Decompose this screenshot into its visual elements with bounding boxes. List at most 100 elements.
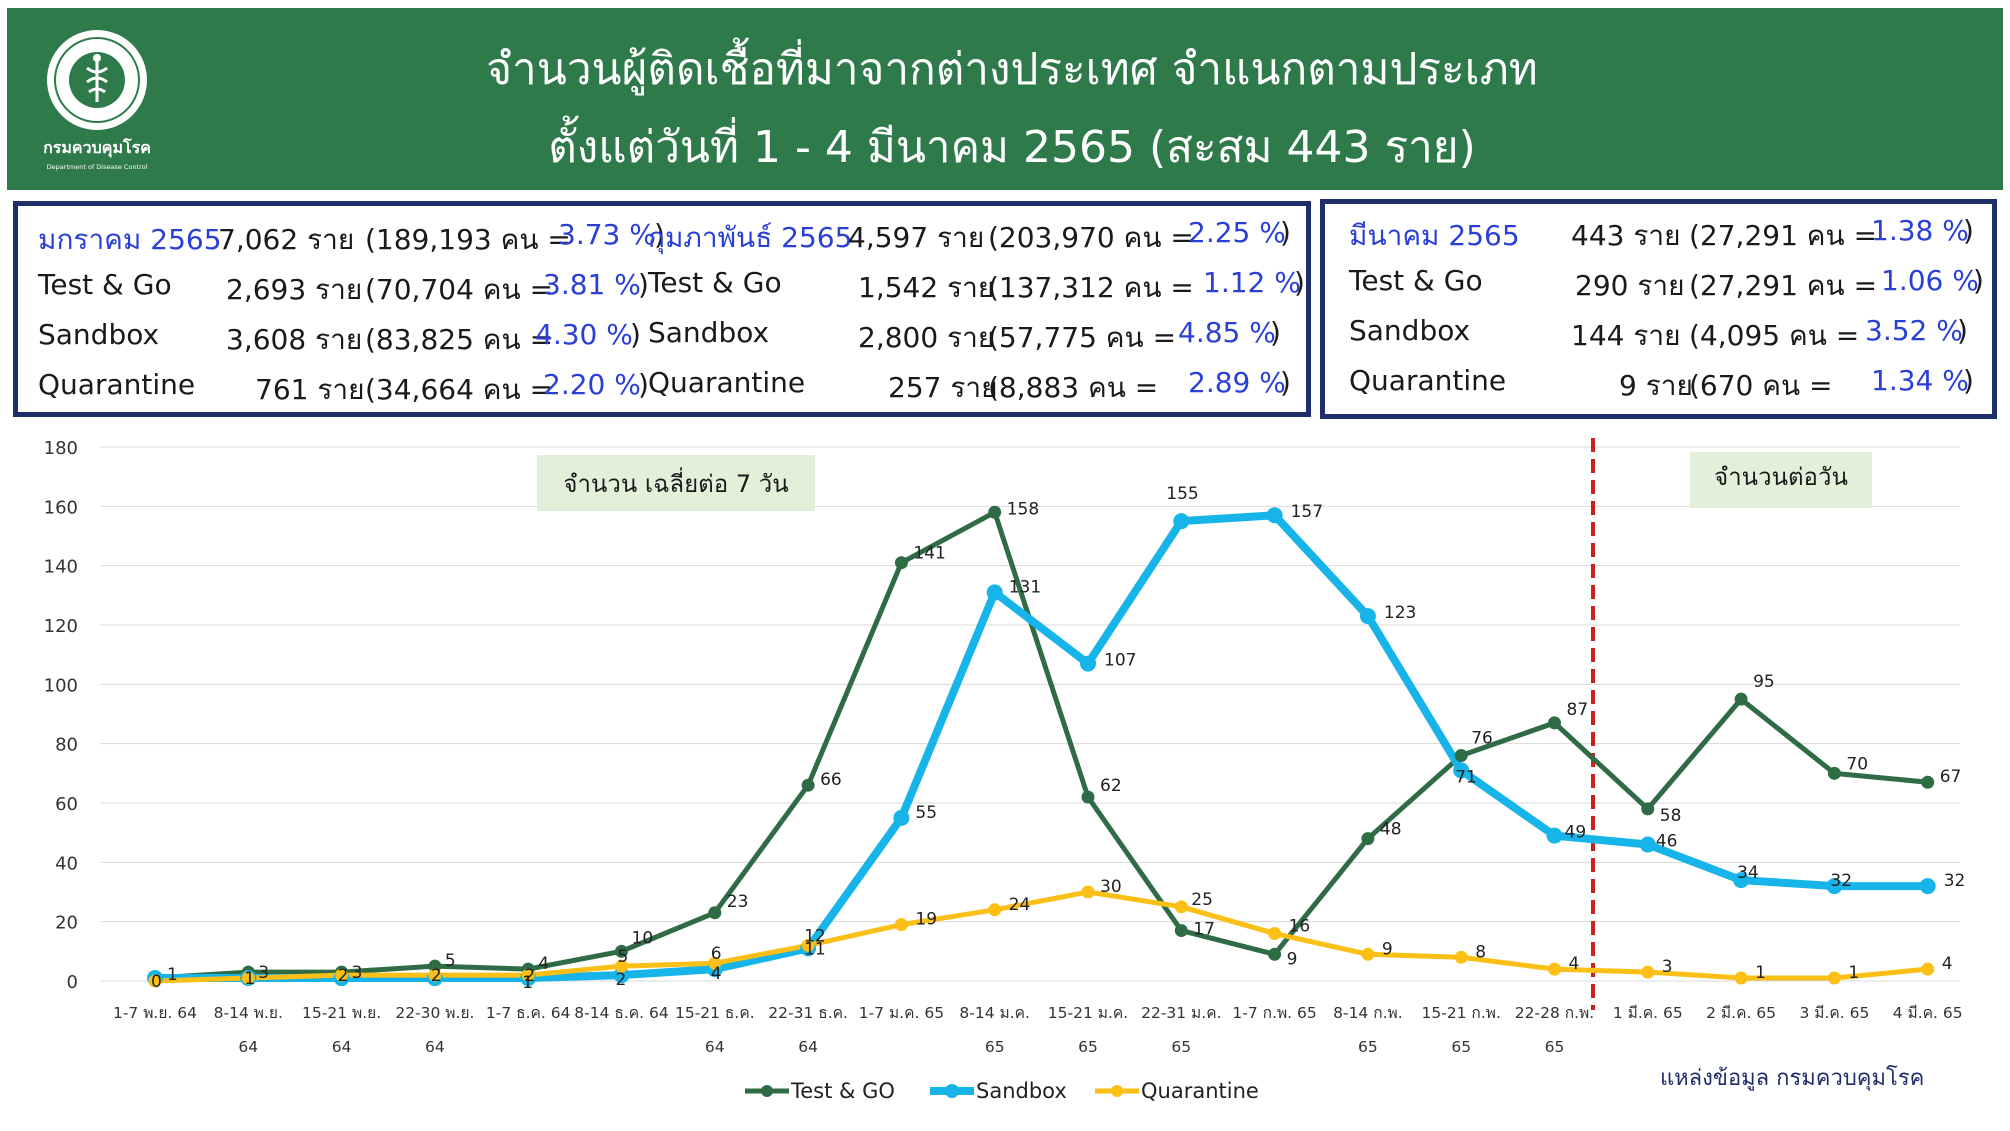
data-point-quarantine <box>708 956 722 970</box>
x-tick-label: 8-14 ก.พ. <box>1333 1004 1403 1022</box>
summary-box-jan-feb: มกราคม 2565 7,062 ราย (189,193 คน = 3.73… <box>13 201 1311 417</box>
y-tick-label: 100 <box>44 675 78 696</box>
data-label-quarantine: 2 <box>524 966 535 986</box>
y-tick-label: 20 <box>55 913 78 934</box>
y-tick-label: 0 <box>67 972 78 993</box>
y-tick-label: 160 <box>44 497 78 518</box>
header-banner: กรมควบคุมโรค Department of Disease Contr… <box>7 8 2003 190</box>
data-label-quarantine: 16 <box>1289 917 1311 937</box>
data-point-quarantine <box>1081 885 1095 899</box>
data-label-quarantine: 19 <box>915 910 937 930</box>
summary-row-feb-sandbox: Sandbox 2,800 ราย (57,775 คน = 4.85 % ) <box>648 316 1281 354</box>
daily-box <box>1690 452 1872 508</box>
x-tick-label-line2: 65 <box>1078 1038 1098 1056</box>
data-label-sandbox: 123 <box>1384 603 1416 623</box>
logo-emblem-icon: กรมควบคุมโรค Department of Disease Contr… <box>43 30 151 171</box>
x-tick-label-line2: 64 <box>798 1038 818 1056</box>
data-label-quarantine: 4 <box>1569 954 1580 974</box>
data-label-testgo: 3 <box>258 963 269 983</box>
data-point-quarantine <box>894 918 908 932</box>
data-label-quarantine: 24 <box>1009 895 1031 915</box>
y-tick-label: 60 <box>55 794 78 815</box>
data-label-quarantine: 25 <box>1191 890 1213 910</box>
data-point-sandbox <box>1639 836 1656 853</box>
logo-text: กรมควบคุมโรค <box>43 137 151 158</box>
data-label-sandbox: 1 <box>522 973 533 993</box>
data-point-quarantine <box>1641 965 1655 979</box>
x-tick-label-line2: 65 <box>1358 1038 1378 1056</box>
data-label-testgo: 158 <box>1007 499 1039 519</box>
legend-marker-quarantine <box>1111 1085 1123 1097</box>
x-tick-label: 15-21 พ.ย. <box>302 1004 381 1022</box>
legend-marker-testgo <box>761 1085 773 1097</box>
data-point-testgo <box>801 778 815 792</box>
data-point-quarantine <box>1454 950 1468 964</box>
data-label-testgo: 3 <box>352 963 363 983</box>
data-label-testgo: 48 <box>1380 820 1402 840</box>
data-label-sandbox: 11 <box>804 939 826 959</box>
weekly-average-label: จำนวน เฉลี่ยต่อ 7 วัน <box>563 467 788 498</box>
x-tick-label-line2: 65 <box>1451 1038 1471 1056</box>
summary-row-mar-quarantine: Quarantine 9 ราย (670 คน = 1.34 % ) <box>1349 364 1974 402</box>
data-point-sandbox <box>1919 878 1936 895</box>
data-label-quarantine: 1 <box>1848 963 1859 983</box>
x-tick-label: 1-7 ม.ค. 65 <box>859 1004 944 1022</box>
y-tick-label: 80 <box>55 735 78 756</box>
x-tick-label-line2: 64 <box>705 1038 725 1056</box>
x-tick-label: 2 มี.ค. 65 <box>1706 1004 1776 1022</box>
data-label-testgo: 95 <box>1753 672 1775 692</box>
data-label-testgo: 9 <box>1287 949 1298 969</box>
data-label-testgo: 10 <box>632 928 654 948</box>
data-point-sandbox <box>1826 878 1843 895</box>
data-label-sandbox: 71 <box>1455 767 1477 787</box>
chart-annotations: จำนวน เฉลี่ยต่อ 7 วัน จำนวนต่อวัน แหล่งข… <box>537 438 1924 1091</box>
data-point-quarantine <box>988 903 1002 917</box>
x-tick-label: 1-7 พ.ย. 64 <box>113 1004 197 1022</box>
data-point-testgo <box>1081 790 1095 804</box>
data-label-quarantine: 8 <box>1475 942 1486 962</box>
series-line-sandbox <box>155 511 1928 983</box>
data-point-testgo <box>1174 924 1188 938</box>
data-label-sandbox: 2 <box>616 970 627 990</box>
data-point-sandbox <box>1733 872 1750 889</box>
legend-label-quarantine: Quarantine <box>1141 1079 1259 1103</box>
data-label-testgo: 66 <box>820 770 842 790</box>
data-label-quarantine: 12 <box>804 926 826 946</box>
data-point-quarantine <box>521 968 535 982</box>
data-point-sandbox <box>1173 513 1190 530</box>
chart-legend: Test & GO Sandbox Quarantine <box>745 1079 1259 1103</box>
summary-row-mar-total: มีนาคม 2565 443 ราย (27,291 คน = 1.38 % … <box>1349 214 1974 252</box>
data-label-sandbox: 107 <box>1104 651 1136 671</box>
data-point-testgo <box>1827 766 1841 780</box>
data-point-sandbox <box>893 809 910 826</box>
data-label-testgo: 70 <box>1846 754 1868 774</box>
x-tick-label-line2: 64 <box>332 1038 352 1056</box>
data-label-quarantine: 1 <box>244 969 255 989</box>
data-point-testgo <box>1548 716 1561 730</box>
x-tick-label: 1 มี.ค. 65 <box>1613 1004 1683 1022</box>
daily-label: จำนวนต่อวัน <box>1714 463 1848 491</box>
data-point-testgo <box>894 556 908 570</box>
legend-marker-sandbox <box>945 1084 959 1098</box>
data-point-testgo <box>1454 749 1468 763</box>
data-label-quarantine: 6 <box>711 944 722 964</box>
data-label-sandbox: 49 <box>1565 823 1587 843</box>
chart-series <box>147 505 1936 988</box>
summary-row-mar-testgo: Test & Go 290 ราย (27,291 คน = 1.06 % ) <box>1349 264 1984 302</box>
data-label-sandbox: 46 <box>1656 832 1678 852</box>
data-point-sandbox <box>1359 608 1376 625</box>
data-label-quarantine: 3 <box>1662 957 1673 977</box>
data-point-testgo <box>988 505 1002 519</box>
data-point-sandbox <box>1546 827 1563 844</box>
data-label-testgo: 17 <box>1193 920 1215 940</box>
data-label-testgo: 5 <box>445 951 456 971</box>
summary-row-feb-testgo: Test & Go 1,542 ราย (137,312 คน = 1.12 %… <box>648 266 1305 304</box>
y-tick-label: 40 <box>55 853 78 874</box>
x-tick-label: 22-31 ม.ค. <box>1141 1004 1221 1022</box>
summary-row-jan-testgo: Test & Go 2,693 ราย (70,704 คน = 3.81 % … <box>38 268 649 306</box>
x-tick-label: 3 มี.ค. 65 <box>1799 1004 1869 1022</box>
data-point-sandbox <box>1266 507 1283 524</box>
data-label-sandbox: 55 <box>915 803 937 823</box>
data-label-sandbox: 157 <box>1291 502 1323 522</box>
